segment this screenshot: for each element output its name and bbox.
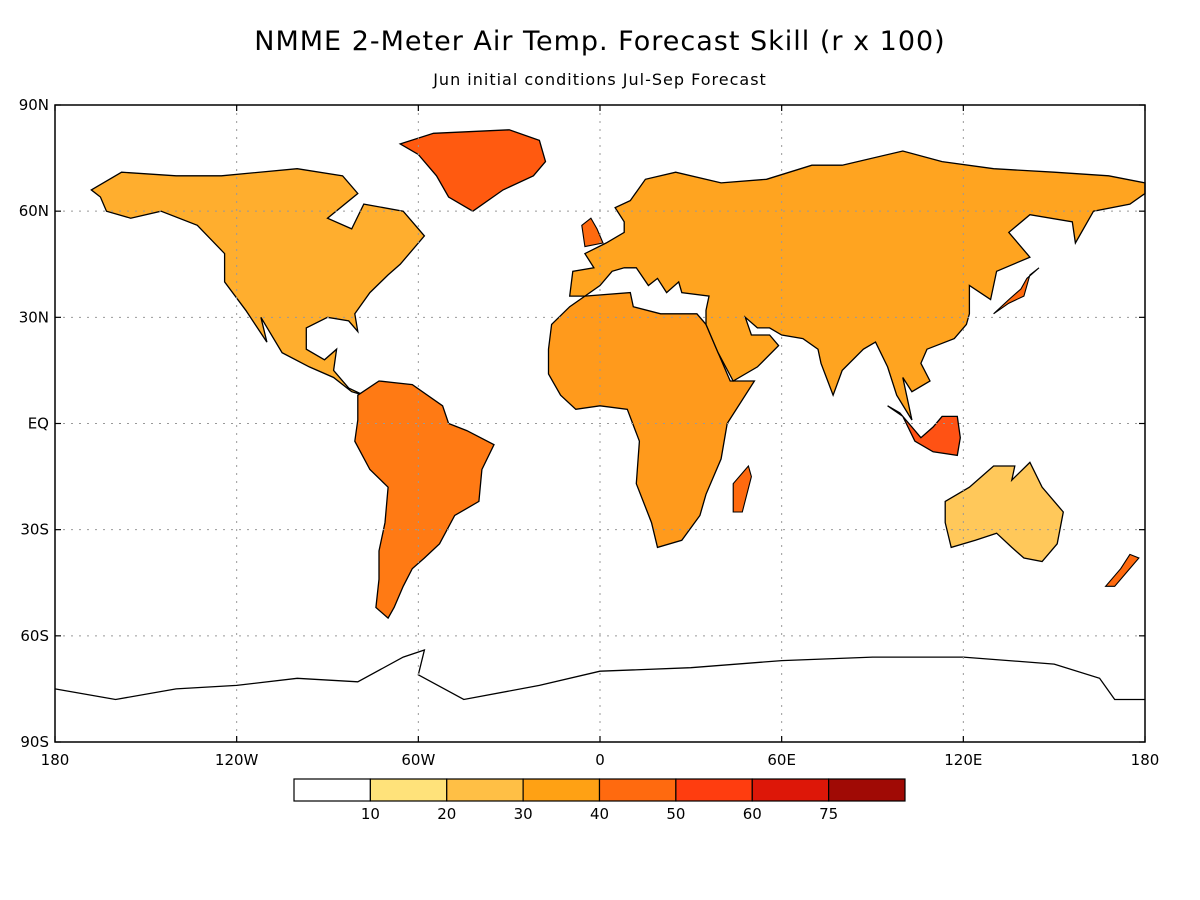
lon-tick-label: 180 xyxy=(1131,751,1160,769)
colorbar-label: 60 xyxy=(743,805,762,823)
landmass-madagascar xyxy=(732,464,752,513)
land-layer xyxy=(54,129,1146,701)
lat-tick-label: 90N xyxy=(19,96,49,114)
lon-tick-label: 180 xyxy=(41,751,70,769)
colorbar-label: 10 xyxy=(361,805,380,823)
landmass-eurasia xyxy=(568,150,1146,421)
landmass-south-america xyxy=(354,380,495,620)
colorbar-label: 30 xyxy=(514,805,533,823)
colorbar-swatch xyxy=(675,778,753,802)
landmass-africa xyxy=(547,291,756,549)
lat-tick-label: 90S xyxy=(20,733,49,751)
antarctica-coastline xyxy=(54,649,1145,701)
lon-tick-label: 60W xyxy=(401,751,435,769)
landmass-uk xyxy=(581,217,604,248)
chart-subtitle: Jun initial conditions Jul-Sep Forecast xyxy=(433,70,767,89)
colorbar-swatch xyxy=(446,778,524,802)
colorbar: 10 20 30 40 50 60 75 xyxy=(293,778,906,823)
lon-tick-label: 0 xyxy=(595,751,605,769)
chart-title: NMME 2-Meter Air Temp. Forecast Skill (r… xyxy=(254,26,946,57)
lat-tick-label: 30S xyxy=(20,521,49,539)
lon-tick-label: 60E xyxy=(767,751,796,769)
colorbar-swatch xyxy=(369,778,448,802)
lat-tick-label: EQ xyxy=(28,415,49,433)
landmass-maritime-continent xyxy=(887,405,961,457)
colorbar-swatch xyxy=(751,778,830,802)
landmass-japan xyxy=(993,267,1040,315)
colorbar-label: 75 xyxy=(819,805,838,823)
landmass-greenland xyxy=(398,129,547,212)
landmass-north-america xyxy=(90,168,426,396)
colorbar-label: 20 xyxy=(437,805,456,823)
colorbar-swatch xyxy=(522,778,601,802)
lat-tick-label: 60S xyxy=(20,627,49,645)
colorbar-label: 50 xyxy=(666,805,685,823)
lon-tick-label: 120W xyxy=(215,751,259,769)
landmass-new-zealand xyxy=(1104,553,1140,587)
colorbar-swatch xyxy=(828,778,906,802)
colorbar-label: 40 xyxy=(590,805,609,823)
grid-layer xyxy=(55,105,1145,742)
lat-tick-label: 30N xyxy=(19,308,49,326)
lat-tick-label: 60N xyxy=(19,202,49,220)
colorbar-swatch xyxy=(598,778,677,802)
colorbar-swatch xyxy=(293,778,371,802)
lon-tick-label: 120E xyxy=(944,751,982,769)
landmass-australia xyxy=(944,461,1064,563)
